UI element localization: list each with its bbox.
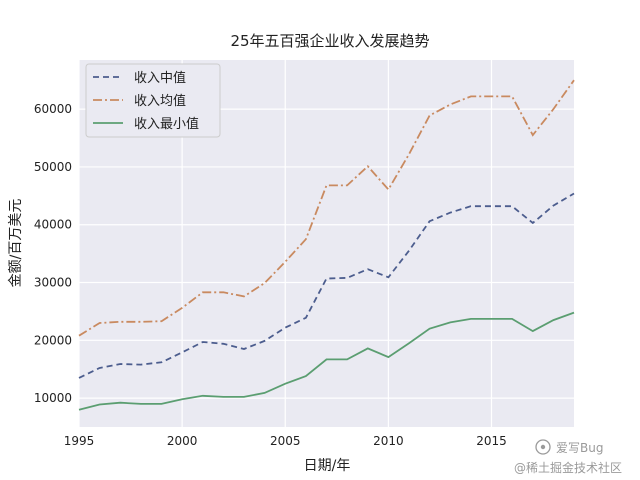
x-axis-label: 日期/年 — [304, 458, 351, 474]
x-tick-label: 2015 — [476, 434, 507, 448]
y-tick-label: 40000 — [34, 218, 72, 232]
y-tick-label: 30000 — [34, 276, 72, 290]
watermark: 爱写Bug @稀土掘金技术社区 — [514, 439, 622, 475]
y-tick-label: 10000 — [34, 391, 72, 405]
series-line-1 — [78, 79, 575, 337]
y-tick-labels: 10000 20000 30000 40000 50000 60000 — [34, 102, 72, 405]
y-axis-label: 金额/百万美元 — [8, 199, 24, 288]
chart-title: 25年五百强企业收入发展趋势 — [230, 32, 429, 50]
series-lines — [78, 79, 575, 411]
series-line-2 — [78, 311, 575, 411]
y-tick-label: 20000 — [34, 333, 72, 347]
legend-box — [85, 63, 221, 138]
watermark-line2: @稀土掘金技术社区 — [514, 460, 622, 475]
watermark-line1: 爱写Bug — [556, 441, 603, 455]
watermark-logo-icon — [535, 439, 551, 455]
x-tick-label: 2010 — [373, 434, 404, 448]
x-tick-labels: 1995 2000 2005 2010 2015 — [64, 434, 507, 448]
x-tick-label: 2005 — [270, 434, 301, 448]
x-tick-label: 2000 — [167, 434, 198, 448]
legend-label-0: 收入中值 — [134, 70, 186, 86]
y-tick-label: 50000 — [34, 160, 72, 174]
legend-label-1: 收入均值 — [134, 93, 186, 109]
watermark-logo-dot — [540, 444, 546, 450]
x-tick-label: 1995 — [64, 434, 95, 448]
series-line-0 — [78, 192, 575, 379]
legend-label-2: 收入最小值 — [134, 116, 199, 132]
y-tick-label: 60000 — [34, 102, 72, 116]
